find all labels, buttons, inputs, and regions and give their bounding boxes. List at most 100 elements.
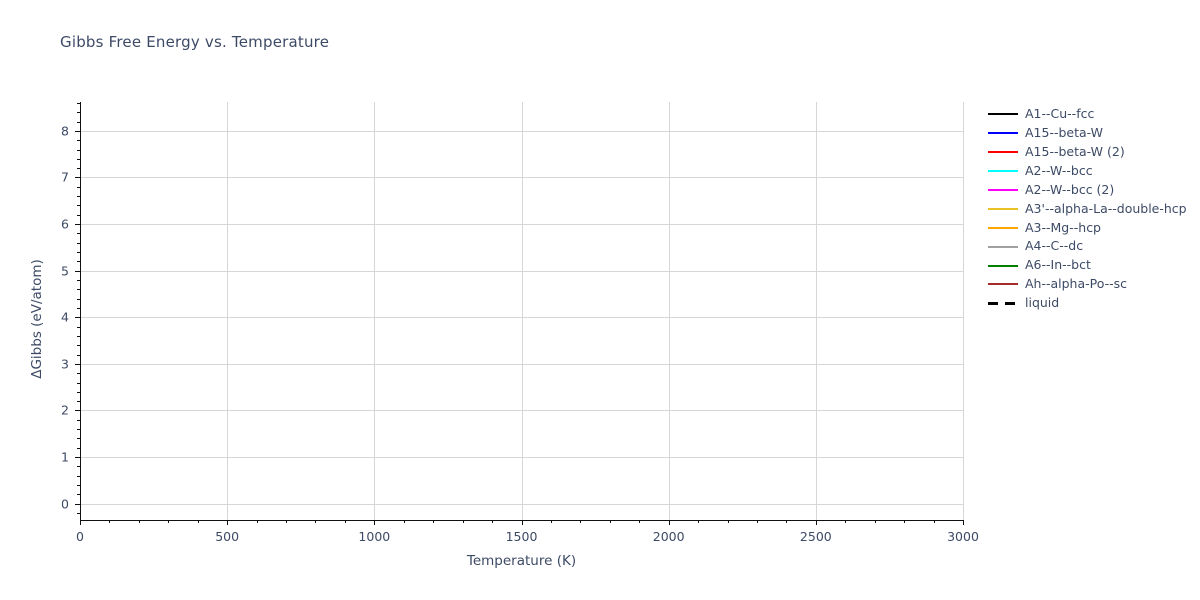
x-tick-label: 2000 [652, 529, 685, 544]
y-tick-major [75, 270, 80, 272]
x-tick-minor [639, 520, 641, 523]
x-tick-minor [433, 520, 435, 523]
y-tick-minor [77, 289, 80, 291]
y-tick-minor [77, 121, 80, 123]
gridline-vertical [963, 102, 964, 520]
legend-item-label: A1--Cu--fcc [1025, 106, 1095, 122]
legend-item[interactable]: Ah--alpha-Po--sc [988, 275, 1193, 294]
y-tick-minor [77, 438, 80, 440]
y-tick-minor [77, 475, 80, 477]
x-tick-minor [580, 520, 582, 523]
legend-item[interactable]: A1--Cu--fcc [988, 105, 1193, 124]
x-tick-minor [256, 520, 258, 523]
legend-line-swatch-icon [988, 183, 1018, 197]
y-tick-minor [77, 326, 80, 328]
legend-line-swatch-icon [988, 145, 1018, 159]
x-tick-minor [138, 520, 140, 523]
x-tick-minor [286, 520, 288, 523]
x-tick-minor [315, 520, 317, 523]
legend-item-label: A4--C--dc [1025, 238, 1084, 254]
y-tick-minor [77, 354, 80, 356]
x-tick-minor [492, 520, 494, 523]
y-tick-minor [77, 345, 80, 347]
y-tick-minor [77, 373, 80, 375]
y-tick-major [75, 130, 80, 132]
y-tick-label: 1 [61, 449, 69, 465]
y-tick-minor [77, 186, 80, 188]
x-tick-minor [756, 520, 758, 523]
x-tick-minor [727, 520, 729, 523]
x-tick-major [374, 520, 376, 525]
y-tick-minor [77, 102, 80, 104]
y-tick-label: 2 [61, 402, 69, 418]
x-tick-label: 0 [76, 529, 84, 544]
y-tick-minor [77, 382, 80, 384]
x-tick-major [668, 520, 670, 525]
y-tick-minor [77, 196, 80, 198]
gridline-vertical [227, 102, 229, 520]
y-tick-minor [77, 298, 80, 300]
y-tick-label: 7 [61, 169, 69, 185]
y-tick-minor [77, 242, 80, 244]
y-tick-minor [77, 466, 80, 468]
y-tick-minor [77, 419, 80, 421]
y-tick-major [75, 177, 80, 179]
gridline-vertical [374, 102, 376, 520]
x-tick-label: 1000 [358, 529, 391, 544]
y-tick-major [75, 457, 80, 459]
y-tick-minor [77, 205, 80, 207]
x-tick-minor [698, 520, 700, 523]
legend-item-label: Ah--alpha-Po--sc [1025, 276, 1128, 292]
y-tick-major [75, 410, 80, 412]
legend-item[interactable]: A15--beta-W (2) [988, 143, 1193, 162]
x-tick-major [80, 520, 81, 525]
y-tick-minor [77, 391, 80, 393]
legend-item-label: liquid [1025, 295, 1060, 311]
y-tick-minor [77, 280, 80, 281]
legend-item-label: A15--beta-W (2) [1025, 143, 1125, 159]
legend-item[interactable]: A4--C--dc [988, 237, 1193, 256]
x-tick-minor [109, 520, 111, 523]
legend-line-swatch-icon [988, 164, 1018, 178]
x-tick-major [815, 520, 817, 525]
y-tick-minor [77, 112, 80, 114]
legend-line-swatch-icon [988, 259, 1018, 273]
y-axis-spine [80, 102, 81, 521]
x-tick-minor [933, 520, 935, 523]
x-tick-label: 3000 [947, 529, 979, 544]
legend-line-swatch-icon [988, 296, 1018, 310]
x-tick-minor [168, 520, 170, 523]
y-tick-label: 5 [61, 263, 69, 279]
y-tick-minor [77, 485, 80, 487]
y-tick-minor [77, 335, 80, 337]
legend-item[interactable]: A6--In--bct [988, 256, 1193, 275]
legend-item-label: A2--W--bcc [1025, 162, 1093, 178]
y-tick-label: 4 [61, 309, 69, 325]
legend-item[interactable]: A3'--alpha-La--double-hcp [988, 199, 1193, 218]
legend-line-swatch-icon [988, 221, 1018, 235]
legend-line-swatch-icon [988, 126, 1018, 140]
x-tick-major [227, 520, 229, 525]
legend-line-swatch-icon [988, 240, 1018, 254]
page-title: Gibbs Free Energy vs. Temperature [60, 33, 330, 51]
x-tick-minor [403, 520, 405, 523]
x-tick-minor [845, 520, 847, 523]
gridline-vertical [668, 102, 670, 520]
x-tick-label: 1500 [505, 529, 538, 544]
plot-area [80, 102, 964, 520]
data-curves-layer [80, 102, 963, 520]
y-tick-minor [77, 494, 80, 496]
x-tick-minor [786, 520, 788, 523]
legend-line-swatch-icon [988, 202, 1018, 216]
y-tick-minor [77, 168, 80, 170]
legend-item-label: A15--beta-W [1025, 125, 1104, 141]
legend-item[interactable]: liquid [988, 294, 1193, 313]
y-tick-major [75, 317, 80, 319]
legend-item[interactable]: A2--W--bcc (2) [988, 181, 1193, 200]
legend-item[interactable]: A2--W--bcc [988, 162, 1193, 181]
legend-item[interactable]: A3--Mg--hcp [988, 218, 1193, 237]
y-tick-label: 6 [61, 216, 69, 232]
x-tick-minor [874, 520, 876, 523]
y-tick-minor [77, 513, 80, 514]
legend-item[interactable]: A15--beta-W [988, 124, 1193, 143]
